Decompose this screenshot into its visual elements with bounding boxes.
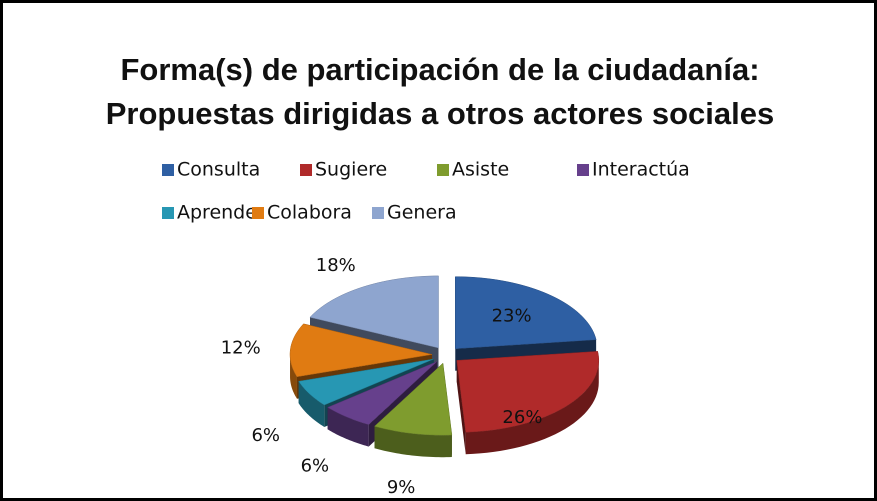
slice-top — [456, 351, 600, 433]
slice-wall — [290, 354, 297, 399]
legend-label: Sugiere — [315, 159, 387, 181]
data-label: 6% — [301, 455, 330, 476]
data-label: 6% — [251, 425, 280, 446]
data-label: 18% — [316, 255, 356, 276]
legend-swatch — [437, 164, 449, 176]
pie — [289, 275, 600, 458]
slice-top — [298, 358, 434, 406]
slice — [374, 362, 453, 458]
slice — [456, 351, 600, 455]
legend-label: Aprende — [177, 202, 257, 224]
data-label: 26% — [502, 407, 542, 428]
legend-label: Genera — [387, 202, 457, 224]
slice-top — [309, 275, 439, 349]
legend-swatch — [577, 164, 589, 176]
chart-title: Forma(s) de participación de la ciudadan… — [120, 52, 759, 87]
slice-wall — [374, 426, 452, 458]
slice-wall — [327, 407, 369, 447]
slice-wall — [298, 381, 325, 427]
legend-label: Colabora — [267, 202, 352, 224]
legend-swatch — [162, 207, 174, 219]
slice-top — [455, 276, 597, 349]
legend-label: Interactúa — [592, 159, 690, 181]
chart-title: Propuestas dirigidas a otros actores soc… — [106, 96, 774, 131]
slice-side — [456, 360, 466, 455]
legend-swatch — [300, 164, 312, 176]
data-label: 12% — [221, 337, 261, 358]
slice-wall — [465, 360, 599, 455]
slice-top — [327, 361, 438, 425]
legend-label: Asiste — [452, 159, 509, 181]
data-label: 23% — [492, 305, 532, 326]
legend-swatch — [162, 164, 174, 176]
legend-swatch — [372, 207, 384, 219]
slice-top — [289, 323, 433, 377]
legend-swatch — [252, 207, 264, 219]
legend-label: Consulta — [177, 159, 260, 181]
slice-top — [374, 362, 453, 436]
data-label: 9% — [387, 477, 416, 498]
